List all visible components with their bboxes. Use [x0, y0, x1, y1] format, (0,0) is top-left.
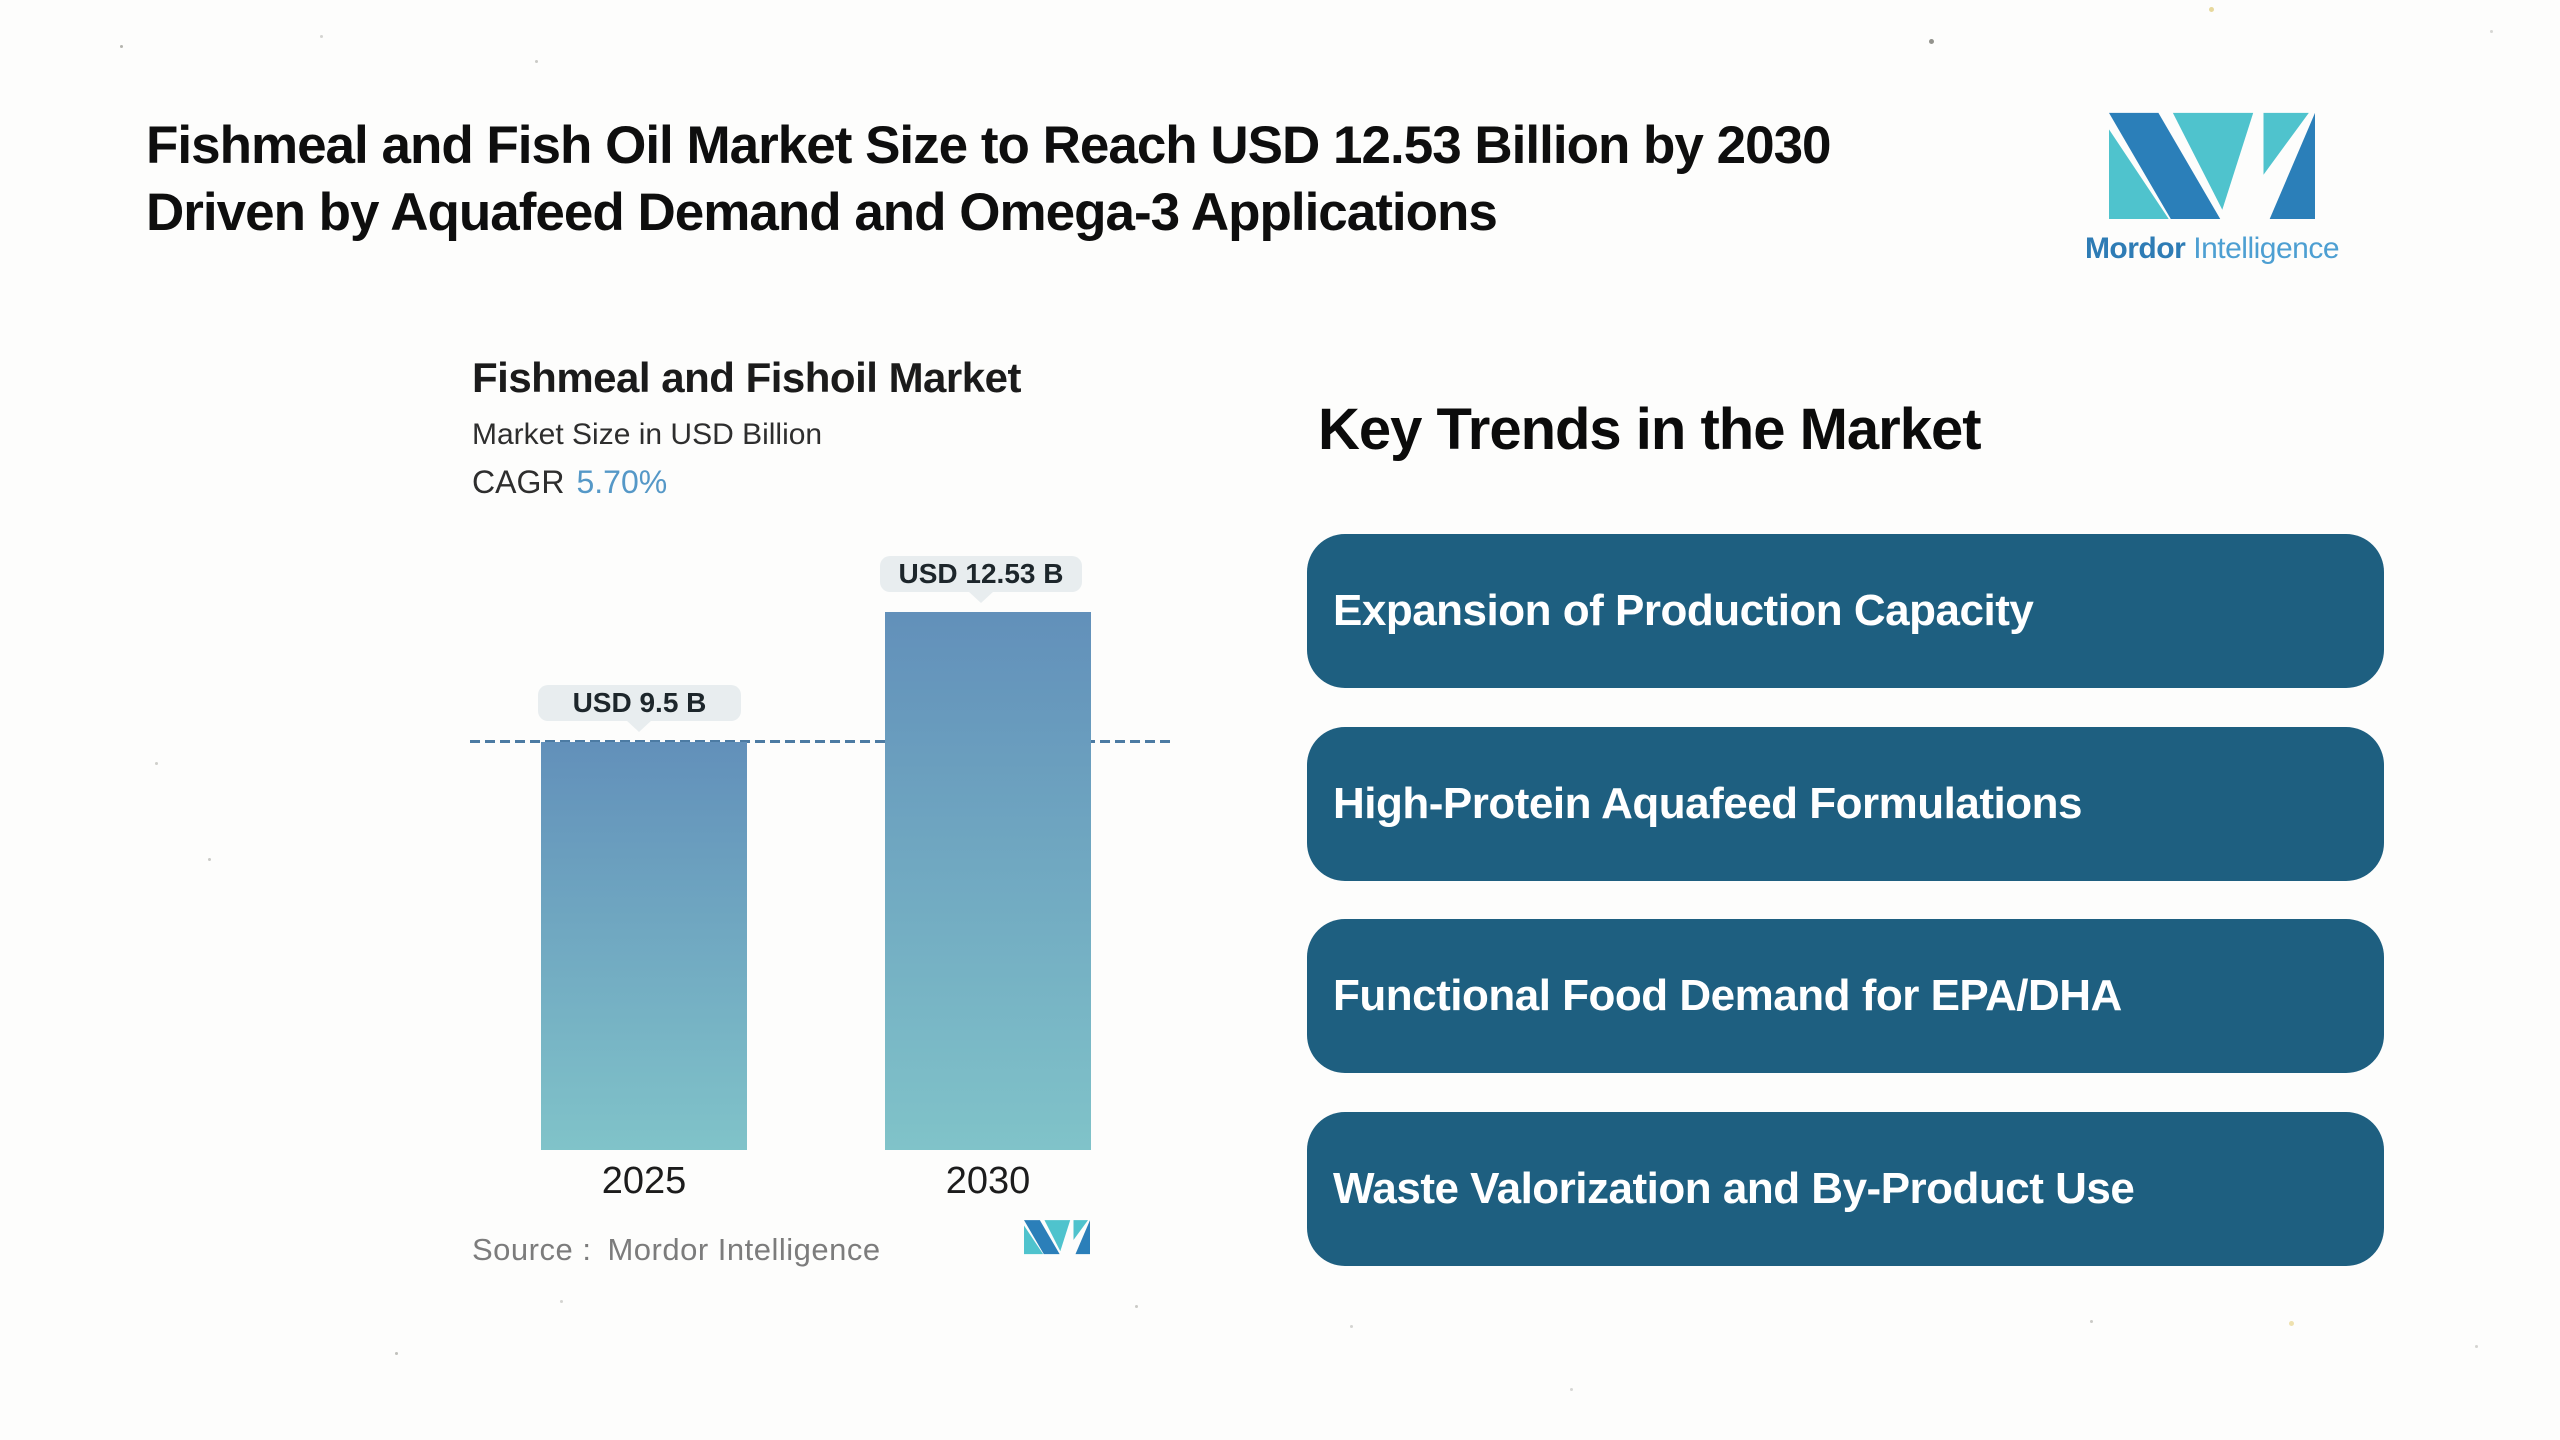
chart-subtitle: Market Size in USD Billion: [472, 418, 823, 451]
value-label-2030-pointer: [968, 591, 994, 603]
chart-cagr-row: CAGR 5.70%: [472, 464, 667, 501]
trend-card-production-capacity: Expansion of Production Capacity: [1307, 534, 2384, 688]
mordor-intelligence-mini-logo-icon: [1024, 1220, 1090, 1255]
value-label-2025-pointer: [626, 720, 652, 732]
brand-logo: Mordor Intelligence: [2062, 112, 2362, 266]
brand-word-intelligence: Intelligence: [2193, 232, 2340, 265]
chart-title: Fishmeal and Fishoil Market: [472, 354, 1021, 401]
x-axis-label-2030: 2030: [945, 1160, 1031, 1202]
value-label-2025: USD 9.5 B: [538, 685, 741, 721]
trend-card-epa-dha-demand: Functional Food Demand for EPA/DHA: [1307, 919, 2384, 1073]
trend-card-waste-valorization: Waste Valorization and By-Product Use: [1307, 1112, 2384, 1266]
mordor-intelligence-logo-icon: [2109, 112, 2315, 220]
trend-card-label: Waste Valorization and By-Product Use: [1333, 1164, 2135, 1213]
page-title-line1: Fishmeal and Fish Oil Market Size to Rea…: [146, 116, 1832, 175]
trend-card-label: High-Protein Aquafeed Formulations: [1333, 779, 2082, 828]
source-line: Source : Mordor Intelligence: [472, 1232, 881, 1268]
cagr-value: 5.70%: [576, 464, 668, 500]
source-label: Source :: [472, 1232, 592, 1267]
page-title: Fishmeal and Fish Oil Market Size to Rea…: [146, 112, 2126, 246]
cagr-label: CAGR: [472, 464, 565, 500]
brand-wordmark: Mordor Intelligence: [2062, 232, 2362, 266]
source-value: Mordor Intelligence: [607, 1232, 881, 1267]
trends-heading: Key Trends in the Market: [1318, 397, 1982, 462]
baseline-dashed-line: [470, 740, 1170, 743]
bar-2025: [541, 742, 747, 1150]
value-label-2030: USD 12.53 B: [880, 556, 1082, 592]
bar-2030: [885, 612, 1091, 1150]
trend-card-label: Expansion of Production Capacity: [1333, 586, 2034, 635]
brand-word-mordor: Mordor: [2084, 232, 2186, 265]
trend-card-label: Functional Food Demand for EPA/DHA: [1333, 971, 2122, 1020]
trend-card-aquafeed-formulations: High-Protein Aquafeed Formulations: [1307, 727, 2384, 881]
x-axis-label-2025: 2025: [601, 1160, 687, 1202]
page-title-line2: Driven by Aquafeed Demand and Omega-3 Ap…: [146, 183, 1498, 242]
